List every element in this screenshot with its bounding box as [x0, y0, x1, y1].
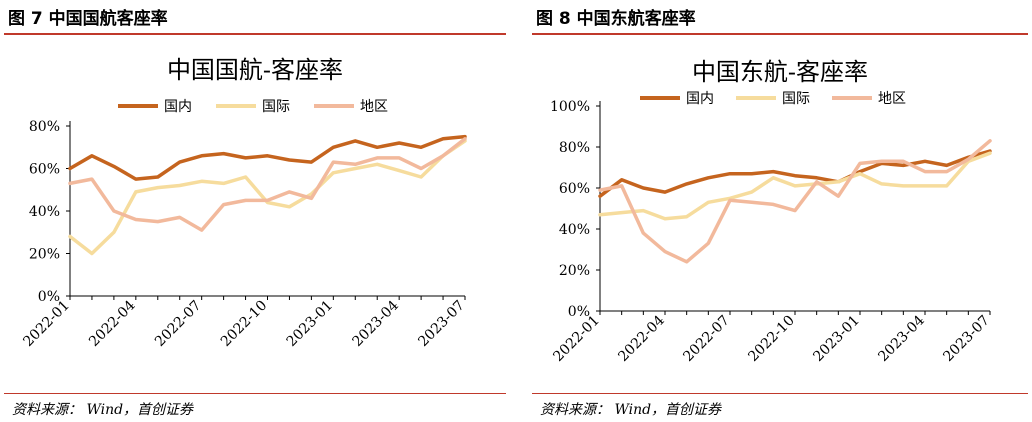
- series-line-地区: [598, 139, 992, 264]
- x-tick-label: 2023-07: [940, 313, 992, 365]
- y-tick-label: 60%: [559, 181, 590, 197]
- x-tick-label: 2022-04: [86, 297, 139, 350]
- y-tick-label: 40%: [559, 222, 590, 238]
- y-tick-label: 60%: [29, 162, 60, 178]
- caption-rule: [4, 33, 506, 35]
- legend-label: 地区: [360, 99, 388, 115]
- y-tick-label: 20%: [559, 263, 590, 279]
- y-tick-label: 20%: [29, 247, 60, 263]
- source-rule: [532, 393, 1028, 394]
- y-tick-label: 40%: [29, 204, 60, 220]
- y-tick-label: 100%: [550, 99, 590, 115]
- chart-title: 中国国航-客座率: [167, 56, 343, 84]
- figure-caption: 图 7 中国国航客座率: [8, 9, 168, 29]
- y-tick-label: 80%: [559, 140, 590, 156]
- x-tick-label: 2022-07: [680, 313, 732, 365]
- chart-title: 中国东航-客座率: [692, 58, 868, 86]
- x-tick-label: 2023-04: [350, 297, 403, 350]
- x-tick-label: 2022-01: [20, 298, 72, 350]
- legend-label: 国际: [262, 99, 290, 115]
- source-rule: [4, 393, 506, 394]
- figure-caption: 图 8 中国东航客座率: [536, 9, 696, 29]
- legend-label: 国际: [782, 91, 810, 107]
- x-tick-label: 2022-04: [615, 312, 668, 365]
- source-note: 资料来源： Wind，首创证券: [12, 402, 194, 418]
- legend-label: 地区: [878, 91, 906, 107]
- y-tick-label: 0%: [38, 289, 60, 305]
- x-tick-label: 2022-10: [218, 298, 270, 350]
- series-line-国际: [68, 139, 467, 256]
- legend-label: 国内: [686, 91, 714, 107]
- figure-7-panel: 图 7 中国国航客座率 中国国航-客座率国内 国际 地区 0% 20% 40% 60% 80%…: [0, 0, 510, 422]
- x-tick-label: 2022-10: [745, 313, 797, 365]
- y-tick-label: 0%: [568, 304, 590, 320]
- series-line-地区: [68, 137, 467, 232]
- figure-8-panel: 图 8 中国东航客座率 中国东航-客座率国内 国际 地区 0% 20% 40% 60% 80%…: [528, 0, 1032, 422]
- x-tick-label: 2023-01: [810, 313, 862, 365]
- x-tick-label: 2023-01: [284, 298, 336, 350]
- y-tick-label: 80%: [29, 119, 60, 135]
- series-line-国内: [598, 149, 992, 198]
- x-tick-label: 2022-07: [152, 298, 204, 350]
- x-tick-label: 2023-04: [875, 312, 928, 365]
- source-note: 资料来源： Wind，首创证券: [540, 402, 722, 418]
- x-tick-label: 2023-07: [415, 298, 467, 350]
- legend-label: 国内: [164, 99, 192, 115]
- x-tick-label: 2022-01: [550, 313, 602, 365]
- caption-rule: [532, 33, 1028, 35]
